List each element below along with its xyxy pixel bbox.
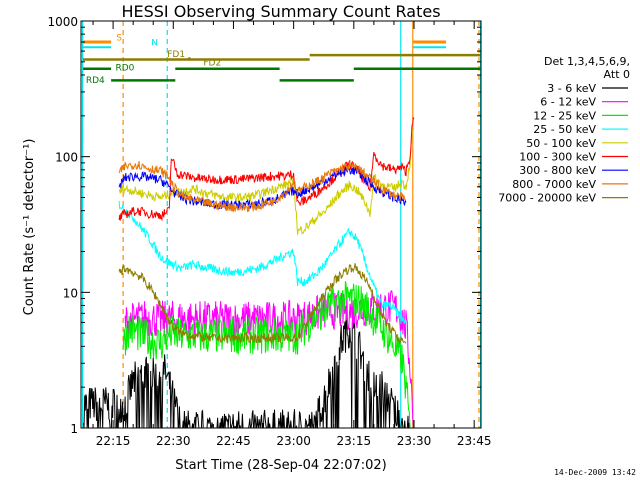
y-tick-label: 100 <box>55 151 78 165</box>
fd1-flag-label: FD1 <box>167 50 185 60</box>
legend-label-9: 7000 - 20000 keV <box>498 192 596 205</box>
saa-flag-label: S <box>116 33 122 43</box>
x-tick-label: 23:30 <box>397 434 432 448</box>
series-line-3 <box>122 281 411 429</box>
x-tick-label: 22:15 <box>96 434 131 448</box>
rd0-flag-label: RD0 <box>116 64 135 74</box>
x-tick-label: 22:30 <box>156 434 191 448</box>
x-tick-label: 23:45 <box>457 434 492 448</box>
legend-header-1: Det 1,3,4,5,6,9, <box>544 55 630 68</box>
count-rate-curves <box>82 116 415 430</box>
chart-title: HESSI Observing Summary Count Rates <box>121 2 440 21</box>
axes: 22:15 22:30 22:45 23:00 23:15 23:30 23:45 1 10 10… <box>47 15 491 448</box>
legend-label-3: 12 - 25 keV <box>533 109 596 122</box>
series-line-8 <box>118 160 406 213</box>
y-tick-label: 1 <box>70 422 78 436</box>
legend-header-2: Att 0 <box>604 68 630 81</box>
x-tick-label: 22:45 <box>216 434 251 448</box>
series-line-9 <box>118 263 407 345</box>
legend-label-4: 25 - 50 keV <box>533 123 596 136</box>
x-tick-label: 23:00 <box>276 434 311 448</box>
y-tick-label: 10 <box>63 286 78 300</box>
fd2-flag-label: FD2 <box>203 58 221 68</box>
y-tick-label: 1000 <box>47 15 78 29</box>
legend-label-5: 50 - 100 keV <box>526 137 596 150</box>
series-line-4 <box>118 200 407 324</box>
rd4-flag-label: RD4 <box>86 76 105 86</box>
series-line-5 <box>118 127 415 235</box>
flag-bars: S N FD1 FD2 RD0 RD4 <box>83 33 481 86</box>
plot-frame <box>80 20 482 429</box>
legend-label-8: 800 - 7000 keV <box>512 178 596 191</box>
series-line-6 <box>118 116 415 222</box>
night-flag-label: N <box>151 38 158 48</box>
legend-label-1: 3 - 6 keV <box>547 82 596 95</box>
y-axis-label: Count Rate (s⁻¹ detector⁻¹) <box>22 139 37 316</box>
plot-area <box>82 21 482 428</box>
legend-label-6: 100 - 300 keV <box>519 151 596 164</box>
legend-label-2: 6 - 12 keV <box>540 96 596 109</box>
flare-flag-dot <box>188 57 191 60</box>
footer-date: 14-Dec-2009 13:42 <box>554 468 636 477</box>
x-tick-label: 23:15 <box>337 434 372 448</box>
x-axis-label: Start Time (28-Sep-04 22:07:02) <box>175 458 386 473</box>
legend-label-7: 300 - 800 keV <box>519 164 596 177</box>
